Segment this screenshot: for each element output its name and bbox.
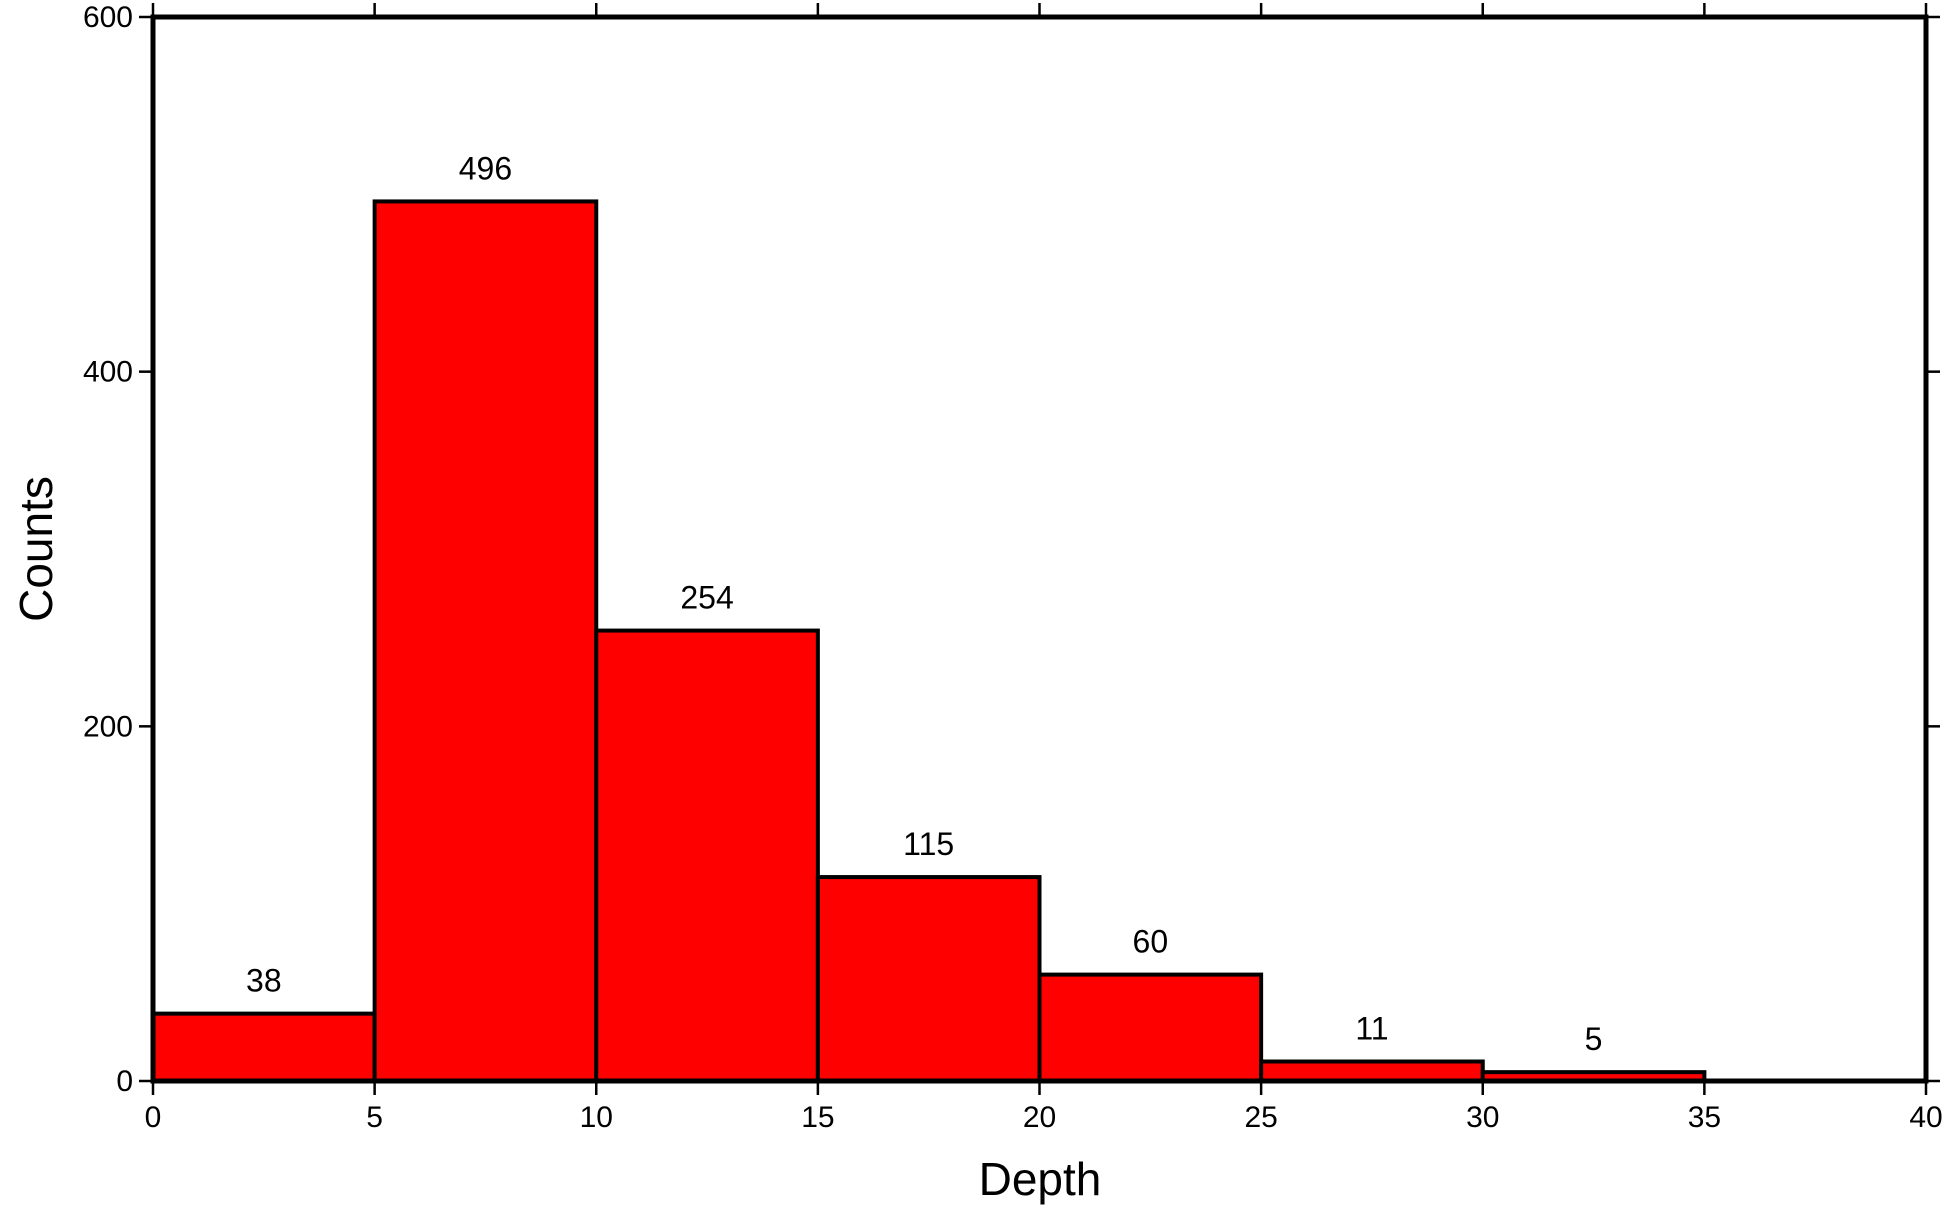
bar: [815, 875, 1042, 1083]
bar: [1037, 972, 1264, 1083]
value-label: 115: [903, 826, 954, 862]
x-tick-label: 0: [145, 1101, 162, 1134]
x-tick-label: 20: [1023, 1101, 1056, 1134]
bar: [372, 199, 599, 1083]
value-label: 496: [459, 150, 512, 186]
value-label: 5: [1585, 1021, 1603, 1057]
x-tick-label: 15: [801, 1101, 834, 1134]
value-label: 254: [680, 580, 733, 616]
x-tick-label: 10: [580, 1101, 613, 1134]
x-tick-label: 25: [1244, 1101, 1277, 1134]
value-label: 60: [1133, 924, 1169, 960]
y-tick-label: 400: [83, 356, 133, 389]
bar: [594, 628, 820, 1083]
x-tick-label: 5: [366, 1101, 383, 1134]
bar: [151, 1011, 377, 1084]
y-tick-label: 200: [83, 710, 133, 743]
bar: [1259, 1059, 1485, 1083]
value-label: 38: [246, 963, 282, 999]
y-tick-label: 600: [83, 1, 133, 34]
y-axis-label: Counts: [10, 476, 62, 622]
x-tick-label: 35: [1688, 1101, 1721, 1134]
x-tick-label: 30: [1466, 1101, 1499, 1134]
x-axis-label: Depth: [979, 1153, 1102, 1205]
value-label: 11: [1355, 1010, 1388, 1046]
x-tick-label: 40: [1909, 1101, 1942, 1134]
y-tick-label: 0: [116, 1065, 133, 1098]
